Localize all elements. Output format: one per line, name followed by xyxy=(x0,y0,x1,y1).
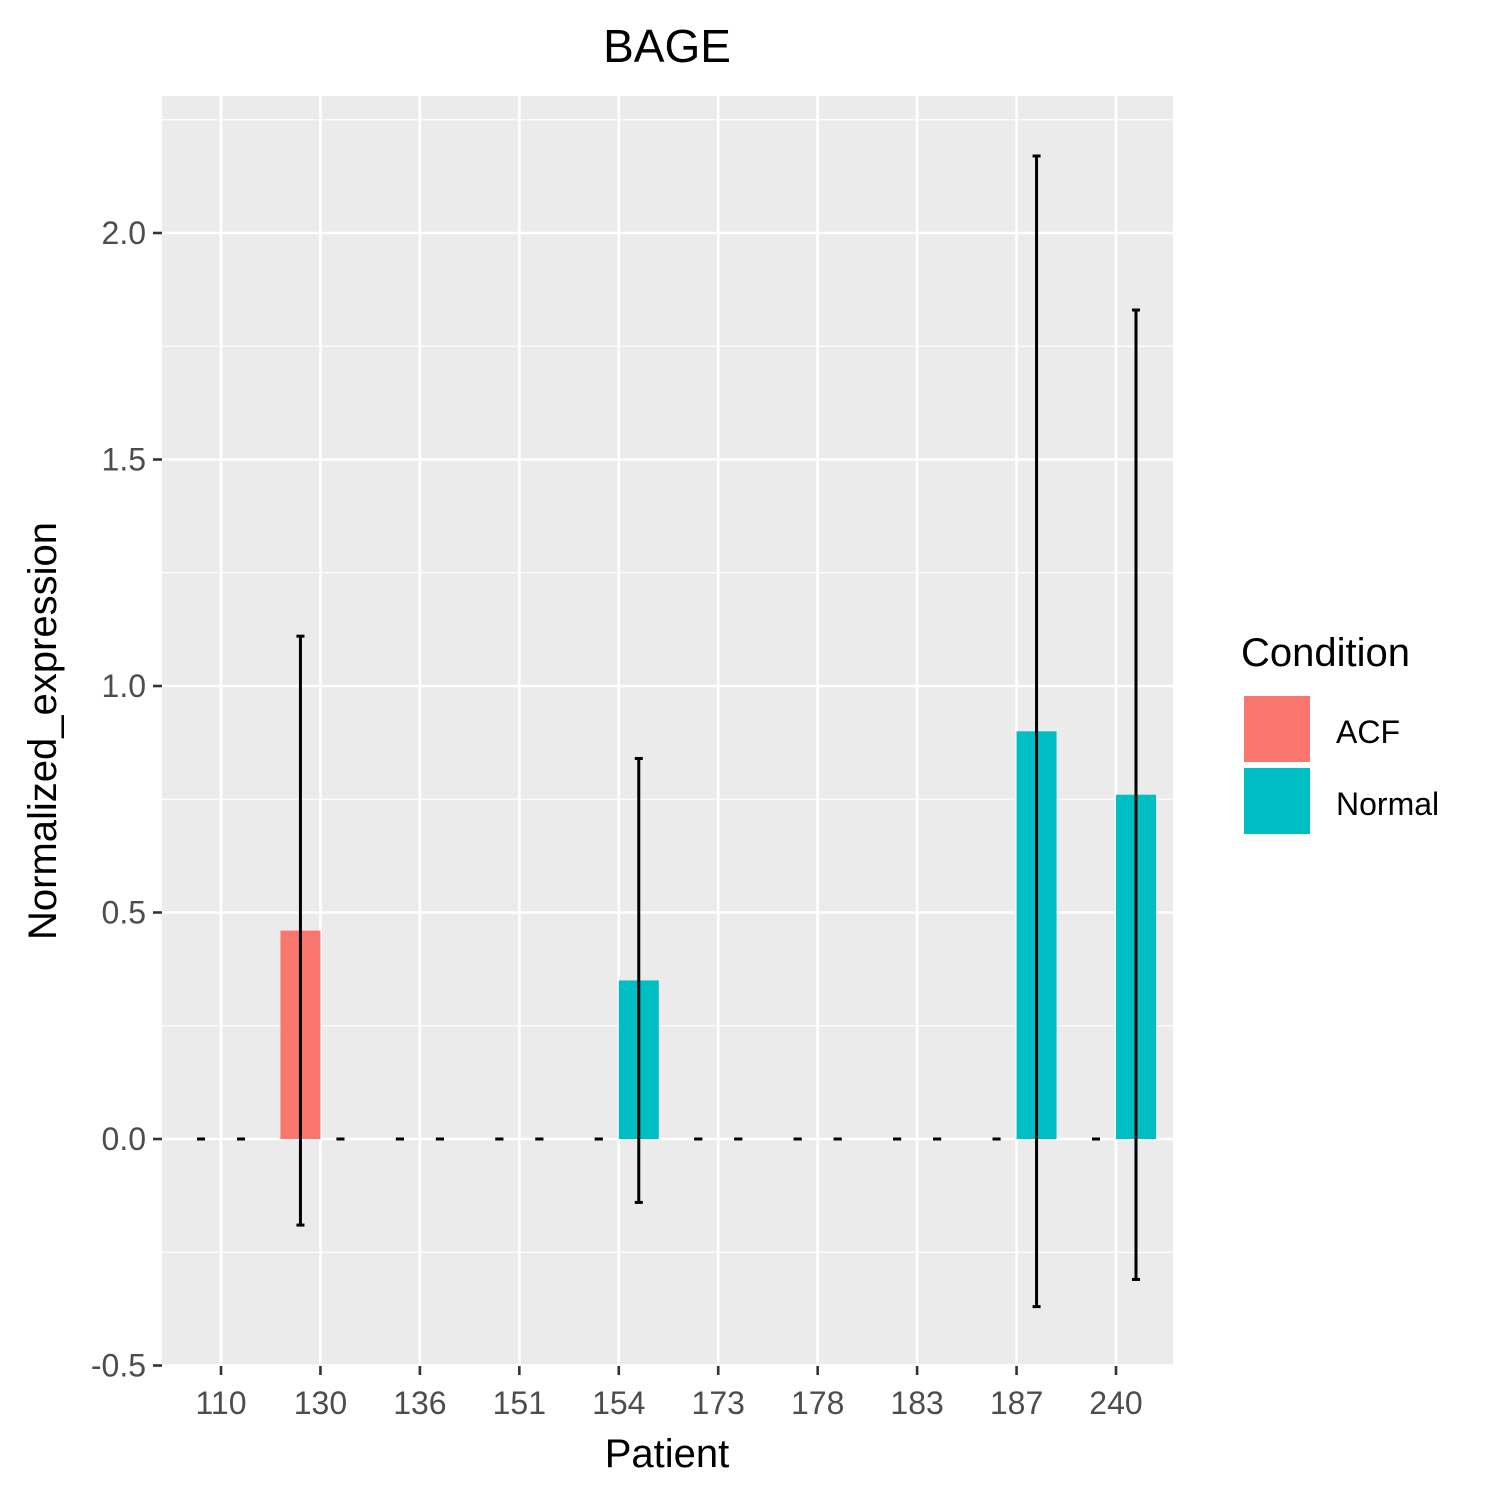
y-tick-label: -0.5 xyxy=(91,1348,146,1384)
legend-label-acf: ACF xyxy=(1336,714,1400,750)
x-tick-label: 183 xyxy=(890,1385,943,1421)
legend-label-normal: Normal xyxy=(1336,786,1439,822)
x-tick-label: 240 xyxy=(1089,1385,1142,1421)
legend-title: Condition xyxy=(1241,631,1410,675)
x-axis: 110 130 136 151 154 173 178 183 187 240 xyxy=(195,1366,1143,1421)
x-tick-label: 136 xyxy=(393,1385,446,1421)
y-tick-label: 1.5 xyxy=(102,442,146,478)
error-bar-normal-240 xyxy=(1132,308,1140,1281)
x-tick-label: 178 xyxy=(791,1385,844,1421)
legend-item-normal: Normal xyxy=(1244,768,1439,834)
x-tick-label: 173 xyxy=(692,1385,745,1421)
y-tick-label: 0.0 xyxy=(102,1121,146,1157)
legend: Condition ACF Normal xyxy=(1241,631,1439,834)
error-bar-normal-187 xyxy=(1032,154,1041,1309)
major-gridlines xyxy=(162,96,1173,1367)
legend-key-acf xyxy=(1244,696,1310,762)
x-tick-label: 187 xyxy=(990,1385,1043,1421)
x-tick-label: 110 xyxy=(195,1385,246,1421)
y-tick-label: 0.5 xyxy=(102,895,146,931)
legend-key-normal xyxy=(1244,768,1310,834)
minor-gridlines xyxy=(162,119,1173,1253)
error-bar-normal-154 xyxy=(634,756,643,1204)
y-tick-label: 1.0 xyxy=(102,668,146,704)
x-axis-title: Patient xyxy=(605,1432,730,1476)
x-tick-label: 151 xyxy=(493,1385,546,1421)
y-tick-label: 2.0 xyxy=(102,215,146,251)
error-bar-acf-130 xyxy=(296,634,305,1227)
y-axis: -0.5 0.0 0.5 1.0 1.5 2.0 xyxy=(91,215,162,1384)
chart-title: BAGE xyxy=(603,20,731,72)
x-tick-label: 130 xyxy=(294,1385,347,1421)
error-bars xyxy=(197,154,1140,1309)
y-axis-title: Normalized_expression xyxy=(21,522,65,940)
plot-panel xyxy=(162,96,1173,1366)
x-tick-label: 154 xyxy=(592,1385,645,1421)
legend-item-acf: ACF xyxy=(1244,696,1400,762)
